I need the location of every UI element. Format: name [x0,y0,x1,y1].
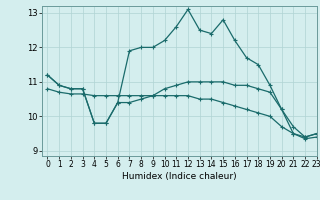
X-axis label: Humidex (Indice chaleur): Humidex (Indice chaleur) [122,172,236,181]
